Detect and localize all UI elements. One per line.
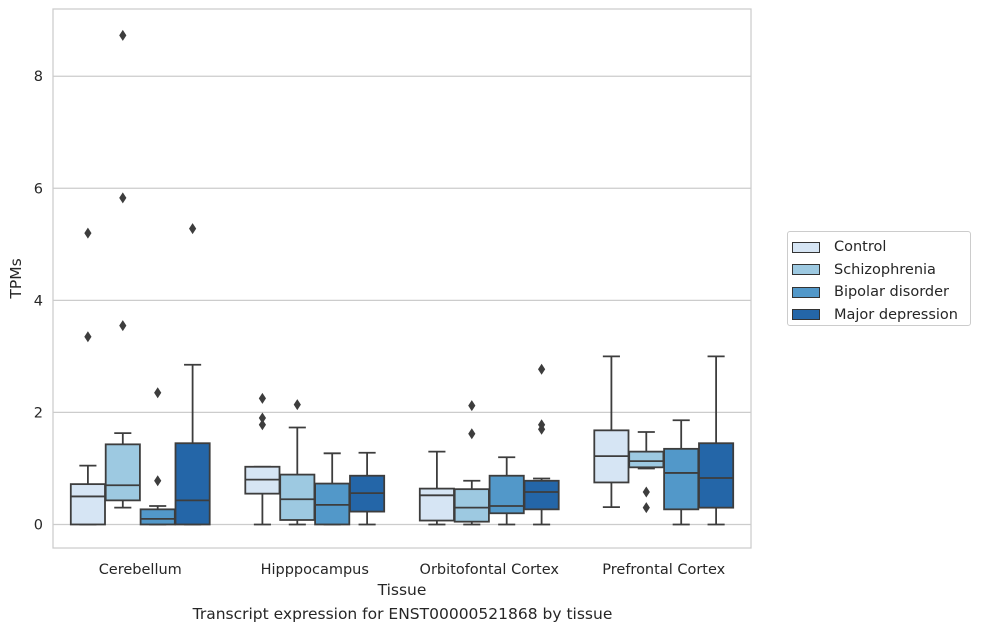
box-major-depression [698, 355, 735, 526]
box-iqr [523, 479, 560, 511]
legend-label: Major depression [834, 306, 958, 323]
y-tick-label: 2 [34, 405, 43, 421]
outlier-point [642, 486, 650, 498]
x-tick-label: Prefrontal Cortex [602, 562, 725, 578]
box-iqr [104, 443, 141, 502]
box-iqr [279, 473, 316, 521]
x-axis-label: Tissue [377, 581, 427, 599]
outlier-point [119, 29, 127, 41]
box-control [69, 227, 106, 526]
legend-swatch [792, 264, 820, 276]
box-iqr [69, 483, 106, 526]
box-iqr [628, 450, 665, 469]
outlier-point [119, 192, 127, 204]
x-tick-labels: Cerebellum Hipppocampus Orbitofontal Corte… [99, 562, 726, 578]
box-iqr [174, 442, 211, 526]
y-axis-label: TPMs [7, 258, 25, 299]
box-major-depression [174, 223, 211, 526]
outlier-point [538, 419, 546, 431]
box-iqr [453, 488, 490, 523]
box-major-depression [523, 363, 560, 526]
box-schizophrenia [453, 400, 490, 526]
legend-label: Bipolar disorder [834, 284, 949, 301]
box-major-depression [349, 451, 386, 526]
x-tick-label: Orbitofontal Cortex [420, 562, 560, 578]
chart-title: Transcript expression for ENST0000052186… [192, 605, 613, 623]
legend-swatch [792, 309, 820, 321]
y-tick-label: 8 [34, 69, 43, 85]
y-tick-label: 0 [34, 517, 43, 533]
legend-swatch [792, 241, 820, 253]
box-bipolar-disorder [314, 452, 351, 526]
box-schizophrenia [104, 29, 141, 509]
box-iqr [139, 508, 176, 526]
legend-swatch [792, 286, 820, 298]
box-iqr [698, 442, 735, 509]
outlier-point [258, 392, 266, 404]
box-bipolar-disorder [139, 387, 176, 526]
legend-item: Schizophrenia [792, 259, 970, 282]
x-tick-label: Cerebellum [99, 562, 182, 578]
y-tick-labels: 0 2 4 6 8 [34, 69, 43, 533]
outlier-point [84, 227, 92, 239]
legend-item: Control [792, 236, 970, 259]
outlier-point [258, 419, 266, 431]
box-schizophrenia [279, 399, 316, 526]
box-iqr [418, 487, 455, 522]
y-tick-label: 6 [34, 181, 43, 197]
outlier-point [154, 475, 162, 487]
outlier-point [258, 412, 266, 424]
box-control [593, 355, 630, 508]
outlier-point [293, 399, 301, 411]
legend: Control Schizophrenia Bipolar disorder Majo… [787, 231, 971, 326]
outlier-point [538, 363, 546, 375]
outlier-point [154, 387, 162, 399]
box-iqr [663, 447, 700, 511]
outlier-point [189, 223, 197, 235]
legend-item: Bipolar disorder [792, 281, 970, 304]
outlier-point [642, 502, 650, 514]
outlier-point [468, 428, 476, 440]
y-tick-label: 4 [34, 293, 43, 309]
x-tick-label: Hipppocampus [261, 562, 369, 578]
legend-label: Control [834, 239, 887, 256]
outlier-point [468, 400, 476, 412]
outlier-point [84, 331, 92, 343]
legend-label: Schizophrenia [834, 261, 936, 278]
outlier-point [119, 320, 127, 332]
legend-item: Major depression [792, 304, 970, 327]
box-bipolar-disorder [488, 456, 525, 526]
box-iqr [488, 474, 525, 515]
plot-frame [52, 8, 752, 549]
box-series [69, 29, 735, 526]
